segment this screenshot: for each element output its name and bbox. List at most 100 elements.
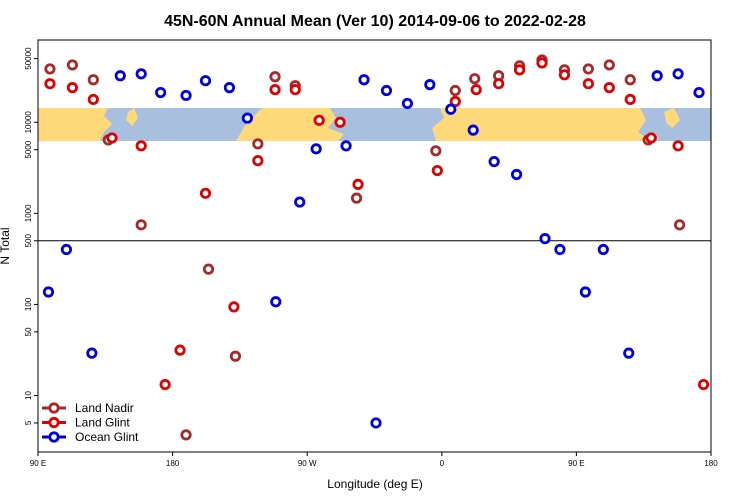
point — [651, 70, 663, 82]
point — [539, 233, 551, 245]
point — [106, 132, 118, 144]
point — [86, 347, 98, 359]
y-tick-label: 50000 — [24, 47, 33, 70]
point — [582, 78, 594, 90]
point — [370, 417, 382, 429]
point — [174, 344, 186, 356]
point — [513, 64, 526, 76]
point — [310, 143, 322, 155]
point — [597, 243, 609, 256]
x-axis-label: Longitude (deg E) — [327, 477, 422, 491]
point — [697, 378, 710, 391]
point — [672, 68, 684, 80]
x-tick-label: 180 — [166, 459, 180, 468]
y-axis-label: N Total — [0, 227, 12, 264]
point — [313, 114, 325, 126]
point — [135, 219, 147, 231]
plot-frame — [37, 39, 712, 453]
point — [645, 132, 657, 144]
point — [603, 82, 615, 94]
point — [252, 138, 264, 150]
point — [445, 103, 457, 115]
point — [380, 84, 393, 97]
legend-label: Ocean Glint — [75, 430, 139, 444]
point — [582, 63, 594, 75]
point — [340, 140, 352, 152]
y-tick-label: 10 — [24, 391, 33, 400]
point — [488, 155, 500, 168]
point — [199, 75, 212, 87]
point — [155, 86, 167, 99]
point — [603, 59, 615, 71]
chart-title: 45N-60N Annual Mean (Ver 10) 2014-09-06 … — [164, 13, 586, 30]
y-tick-label: 1000 — [24, 204, 33, 222]
point — [350, 192, 363, 204]
point — [470, 84, 482, 96]
point — [229, 350, 242, 362]
point — [114, 70, 126, 82]
y-tick-label: 50 — [24, 327, 33, 336]
point — [624, 74, 636, 86]
point — [493, 78, 505, 90]
point — [241, 112, 253, 124]
point — [135, 68, 147, 80]
point — [270, 296, 282, 308]
point — [87, 74, 99, 86]
x-tick-label: 0 — [440, 459, 445, 468]
point — [199, 187, 212, 199]
point — [467, 124, 479, 136]
point — [269, 84, 281, 96]
point — [159, 378, 171, 391]
point — [180, 89, 192, 102]
x-tick-label: 90 E — [30, 459, 46, 468]
point — [223, 82, 236, 94]
point — [60, 243, 73, 256]
point — [358, 74, 370, 86]
point — [228, 301, 240, 313]
point — [469, 73, 481, 85]
point — [42, 286, 55, 298]
x-tick-label: 90 E — [568, 459, 584, 468]
point — [44, 63, 56, 75]
point — [180, 429, 192, 441]
point — [554, 243, 566, 256]
legend-marker — [48, 402, 60, 414]
point — [431, 164, 443, 177]
point — [252, 155, 264, 167]
y-tick-label: 10000 — [24, 111, 33, 134]
point — [294, 196, 306, 208]
point — [449, 95, 461, 108]
legend-marker — [48, 416, 60, 429]
point — [510, 168, 523, 181]
point — [624, 93, 636, 106]
point — [352, 178, 364, 190]
y-tick-label: 500 — [24, 234, 33, 248]
y-tick-label: 5000 — [24, 140, 33, 158]
point — [87, 93, 99, 106]
y-tick-label: 5 — [24, 420, 33, 425]
point — [135, 140, 147, 152]
point — [401, 97, 414, 110]
y-tick-label: 100 — [24, 297, 33, 311]
point — [334, 116, 346, 128]
point — [202, 263, 215, 275]
point — [673, 219, 686, 231]
legend-label: Land Glint — [75, 416, 130, 430]
x-tick-label: 180 — [704, 459, 718, 468]
point — [693, 86, 705, 99]
point — [424, 79, 436, 91]
x-tick-label: 90 W — [298, 459, 317, 468]
point — [672, 140, 684, 152]
point — [289, 84, 301, 96]
point — [430, 145, 442, 157]
legend-label: Land Nadir — [75, 401, 134, 415]
point — [269, 71, 281, 83]
legend-marker — [48, 431, 60, 443]
point — [558, 69, 571, 81]
point — [44, 78, 56, 90]
point — [623, 347, 635, 359]
point — [536, 57, 548, 69]
point — [579, 286, 591, 298]
point — [66, 59, 78, 71]
